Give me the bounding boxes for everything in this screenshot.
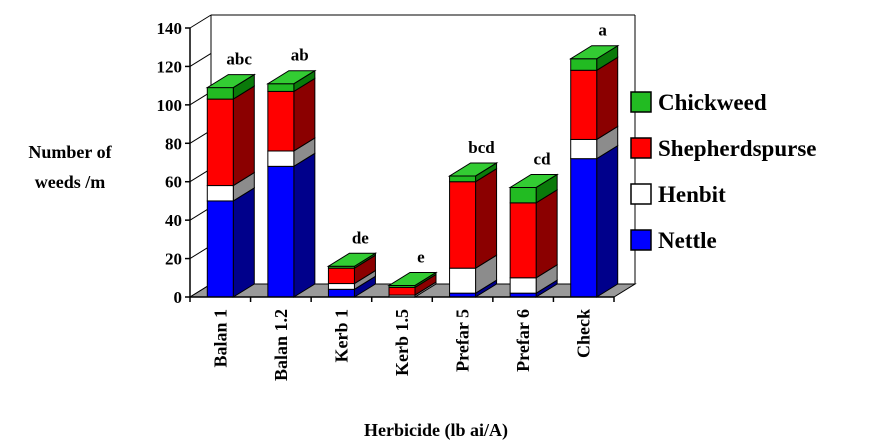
bar-balan-1-2-nettle bbox=[267, 165, 295, 298]
y-tick-label: 120 bbox=[157, 57, 183, 76]
x-tick-label-balan-1: Balan 1 bbox=[210, 309, 230, 368]
bar-kerb-1-5-top-face bbox=[387, 271, 438, 286]
y-tick-label: 80 bbox=[165, 134, 182, 153]
x-axis-title: Herbicide (lb ai/A) bbox=[364, 420, 508, 441]
x-tick-label-check: Check bbox=[574, 309, 594, 358]
bar-balan-1-shepherdspurse bbox=[206, 98, 234, 187]
bar-stack-prefar-5 bbox=[447, 162, 499, 298]
bar-prefar-5-shepherdspurse bbox=[449, 181, 477, 269]
bar-prefar-5-shepherdspurse-side bbox=[475, 167, 498, 270]
bar-balan-1-2-top-face bbox=[266, 70, 317, 85]
y-tick-label: 100 bbox=[157, 96, 183, 115]
bar-prefar-6-top-face bbox=[508, 173, 559, 188]
bar-check-chickweed bbox=[570, 58, 598, 71]
legend-swatch-henbit bbox=[630, 183, 652, 205]
bar-kerb-1-nettle bbox=[327, 288, 355, 298]
bar-balan-1-top-face bbox=[205, 74, 257, 89]
legend-swatch-shepherdspurse bbox=[630, 137, 652, 159]
significance-letters: abc ab de e bcd cd a bbox=[226, 21, 607, 267]
bar-prefar-5-chickweed bbox=[449, 175, 477, 183]
bar-kerb-1-shepherdspurse bbox=[327, 267, 355, 285]
annotation-balan-1: abc bbox=[226, 50, 252, 69]
legend-item-shepherdspurse: Shepherdspurse bbox=[630, 136, 816, 161]
y-tick-label: 140 bbox=[157, 19, 183, 38]
bar-balan-1-henbit bbox=[206, 185, 234, 202]
bar-prefar-6-shepherdspurse bbox=[509, 202, 537, 279]
bar-stack-check bbox=[568, 44, 620, 298]
y-tick-label: 20 bbox=[165, 250, 182, 269]
bar-prefar-6-chickweed bbox=[509, 186, 537, 204]
bar-stack-kerb-1-5 bbox=[387, 271, 438, 298]
bar-prefar-5-top-face bbox=[447, 162, 499, 177]
bar-check-top-face bbox=[568, 45, 620, 60]
bar-kerb-1-henbit bbox=[327, 283, 355, 290]
bar-prefar-6-henbit bbox=[509, 277, 537, 294]
bar-prefar-6-shepherdspurse-side bbox=[535, 188, 558, 279]
bar-kerb-1-5-shepherdspurse bbox=[388, 286, 416, 296]
bar-check-nettle-side bbox=[596, 144, 619, 298]
legend-swatch-nettle bbox=[630, 229, 652, 251]
y-axis: 0 20 40 60 80 100 120 140 bbox=[157, 14, 212, 307]
bar-balan-1-shepherdspurse-side bbox=[232, 85, 255, 187]
bars bbox=[205, 44, 620, 298]
annotation-prefar-5: bcd bbox=[468, 138, 495, 157]
bar-stack-balan-1-2 bbox=[266, 69, 317, 298]
legend-label-nettle: Nettle bbox=[658, 228, 717, 253]
bar-balan-1-2-henbit bbox=[267, 150, 295, 167]
legend-label-shepherdspurse: Shepherdspurse bbox=[658, 136, 816, 161]
legend-label-chickweed: Chickweed bbox=[658, 90, 767, 115]
bar-check-henbit bbox=[570, 138, 598, 160]
y-tick-label: 40 bbox=[165, 211, 182, 230]
bar-check-shepherdspurse bbox=[570, 69, 598, 140]
annotation-kerb-1: de bbox=[352, 228, 369, 247]
side-wall-gridline bbox=[189, 14, 212, 29]
bar-prefar-5-henbit bbox=[449, 267, 477, 294]
annotation-prefar-6: cd bbox=[534, 149, 552, 168]
bar-balan-1-2-shepherdspurse bbox=[267, 90, 295, 152]
bar-balan-1-nettle-side bbox=[232, 187, 255, 298]
legend-item-chickweed: Chickweed bbox=[630, 90, 767, 115]
axis-titles: Number of weeds /m Herbicide (lb ai/A) bbox=[28, 142, 508, 441]
legend: Chickweed Shepherdspurse Henbit Nettle bbox=[630, 90, 816, 253]
x-tick-label-kerb-1: Kerb 1 bbox=[331, 309, 351, 363]
bar-balan-1-2-nettle-side bbox=[293, 152, 316, 298]
annotation-check: a bbox=[598, 21, 607, 40]
x-tick-label-prefar-6: Prefar 6 bbox=[513, 309, 533, 372]
x-tick-label-prefar-5: Prefar 5 bbox=[453, 309, 473, 372]
legend-label-henbit: Henbit bbox=[658, 182, 726, 207]
y-axis-title-line-1: Number of bbox=[28, 142, 112, 162]
y-axis-title-line-2: weeds /m bbox=[35, 172, 106, 192]
annotation-balan-1-2: ab bbox=[291, 46, 309, 65]
x-tick-label-balan-1-2: Balan 1.2 bbox=[271, 309, 291, 381]
bar-balan-1-chickweed bbox=[206, 87, 234, 100]
annotation-kerb-1-5: e bbox=[417, 247, 425, 266]
plot-walls bbox=[188, 14, 637, 298]
bar-balan-1-2-chickweed bbox=[267, 83, 295, 92]
bar-check-nettle bbox=[570, 158, 598, 298]
bar-kerb-1-top-face bbox=[326, 252, 378, 267]
bar-check-shepherdspurse-side bbox=[596, 56, 619, 141]
bar-balan-1-nettle bbox=[206, 200, 234, 298]
bar-stack-balan-1 bbox=[205, 73, 257, 298]
bar-stack-prefar-6 bbox=[508, 173, 559, 298]
legend-swatch-chickweed bbox=[630, 91, 652, 113]
x-axis: Balan 1 Balan 1.2 Kerb 1 Kerb 1.5 Prefar 5 Pr… bbox=[189, 296, 615, 381]
legend-item-henbit: Henbit bbox=[630, 182, 726, 207]
side-wall-gridline bbox=[189, 53, 212, 67]
y-tick-label: 60 bbox=[165, 173, 182, 192]
y-tick-label: 0 bbox=[174, 288, 183, 307]
legend-item-nettle: Nettle bbox=[630, 228, 717, 253]
x-tick-label-kerb-1-5: Kerb 1.5 bbox=[392, 309, 412, 376]
